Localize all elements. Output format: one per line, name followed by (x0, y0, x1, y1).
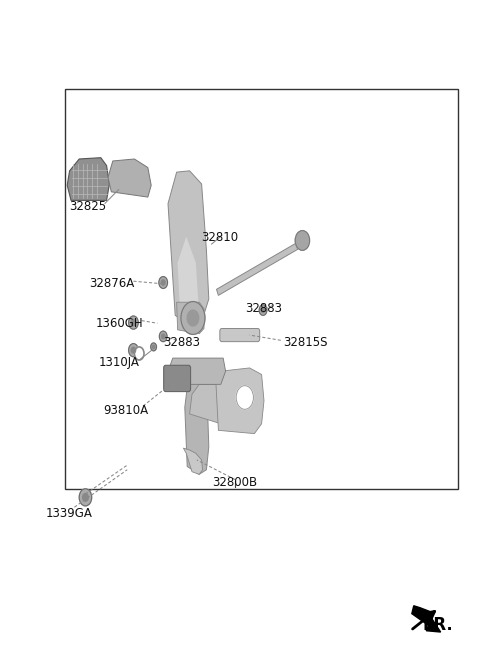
FancyBboxPatch shape (164, 365, 191, 392)
Bar (65, 89, 458, 489)
Circle shape (161, 334, 165, 339)
Circle shape (132, 320, 136, 326)
Polygon shape (190, 384, 250, 424)
Circle shape (83, 493, 88, 501)
Circle shape (187, 310, 199, 326)
Polygon shape (183, 448, 203, 474)
Polygon shape (168, 171, 209, 323)
Text: 93810A: 93810A (103, 404, 148, 417)
Text: 32810: 32810 (202, 231, 239, 244)
Circle shape (295, 231, 310, 250)
Circle shape (132, 347, 136, 353)
Text: 32876A: 32876A (89, 277, 134, 290)
Polygon shape (168, 358, 226, 384)
Circle shape (151, 343, 156, 351)
Text: 1360GH: 1360GH (96, 317, 144, 330)
Polygon shape (177, 302, 204, 334)
Circle shape (152, 345, 155, 349)
Text: 1339GA: 1339GA (46, 507, 93, 520)
Text: 32883: 32883 (163, 336, 200, 350)
Text: 32815S: 32815S (283, 336, 328, 350)
Polygon shape (108, 159, 151, 197)
Circle shape (161, 280, 165, 285)
Circle shape (159, 331, 167, 342)
Circle shape (259, 305, 267, 315)
Polygon shape (178, 237, 199, 320)
Circle shape (236, 386, 253, 409)
Text: 32800B: 32800B (213, 476, 258, 489)
Polygon shape (216, 368, 264, 434)
Circle shape (79, 489, 92, 506)
Circle shape (181, 302, 205, 334)
Text: 32825: 32825 (70, 200, 107, 214)
Text: 32883: 32883 (245, 302, 282, 315)
Polygon shape (185, 365, 209, 474)
Circle shape (129, 344, 138, 357)
Circle shape (261, 307, 265, 313)
Polygon shape (412, 606, 441, 632)
Circle shape (159, 277, 168, 288)
Text: FR.: FR. (423, 616, 454, 635)
Text: 1310JA: 1310JA (98, 356, 139, 369)
Circle shape (129, 316, 138, 329)
Polygon shape (67, 158, 109, 200)
Polygon shape (216, 243, 298, 296)
Circle shape (134, 347, 144, 360)
FancyBboxPatch shape (220, 328, 260, 342)
